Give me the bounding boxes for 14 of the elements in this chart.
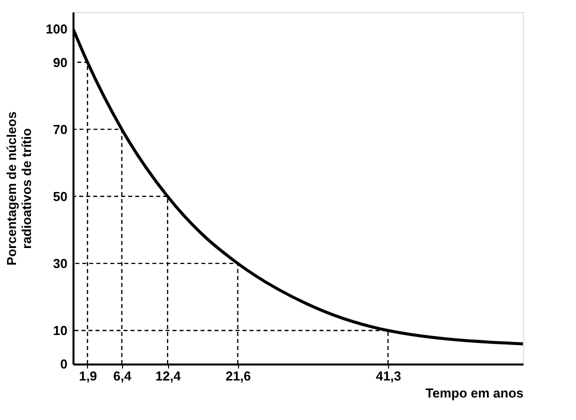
y-tick-label: 70	[53, 122, 68, 137]
y-tick-label: 30	[53, 256, 68, 271]
y-tick-label: 100	[46, 21, 68, 36]
x-tick-label: 6,4	[113, 368, 132, 384]
y-tick-label: 10	[53, 322, 68, 338]
y-axis-title: Porcentagem de núcleos radioativos de trítio	[4, 112, 34, 266]
y-tick-label: 50	[53, 188, 68, 204]
y-tick-label: 0	[60, 356, 68, 372]
x-tick-label: 21,6	[226, 368, 251, 384]
x-tick-label: 41,3	[376, 368, 402, 384]
x-tick-label: 1,9	[78, 368, 98, 384]
y-tick-label: 90	[53, 54, 68, 70]
x-tick-label: 12,4	[155, 368, 182, 384]
x-axis-title: Tempo em anos	[425, 386, 524, 400]
